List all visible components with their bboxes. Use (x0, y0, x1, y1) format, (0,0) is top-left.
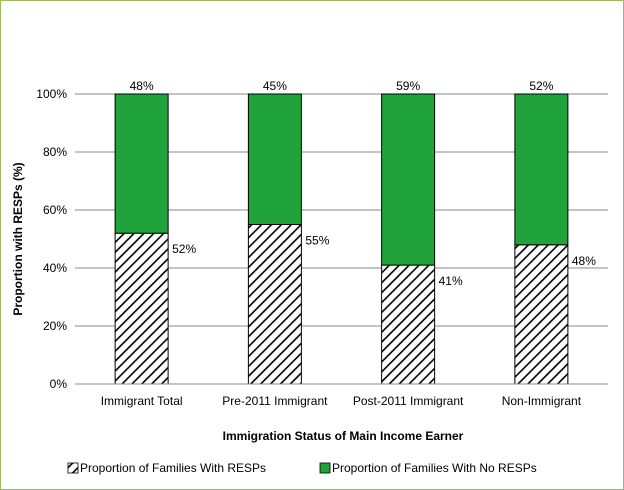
y-axis-title: Proportion with RESPs (%) (11, 162, 25, 315)
legend-item-no-resps: Proportion of Families With No RESPs (319, 461, 537, 475)
data-label-with-resps: 55% (305, 234, 329, 248)
bar-no-resps (514, 93, 569, 246)
y-tick-label: 80% (43, 145, 67, 159)
bars (114, 93, 569, 385)
y-axis-ticks: 0% 20% 40% 60% 80% 100% (36, 87, 67, 391)
x-tick-label: Post-2011 Immigrant (353, 394, 464, 408)
legend-label-with-resps: Proportion of Families With RESPs (80, 461, 266, 475)
y-tick-label: 0% (50, 377, 68, 391)
bar-no-resps (247, 93, 302, 225)
x-tick-label: Non-Immigrant (502, 394, 582, 408)
y-tick-label: 20% (43, 319, 67, 333)
bar-with-resps (514, 244, 569, 385)
x-tick-label: Pre-2011 Immigrant (222, 394, 328, 408)
x-tick-label: Immigrant Total (101, 394, 183, 408)
data-labels: 52% 48% 55% 45% 41% 59% 48% 52% (130, 79, 597, 288)
data-label-with-resps: 52% (172, 242, 196, 256)
y-tick-label: 60% (43, 203, 67, 217)
bar-with-resps (114, 232, 169, 385)
data-label-no-resps: 45% (263, 79, 287, 93)
bar-no-resps (381, 93, 436, 266)
legend: Proportion of Families With RESPs Propor… (67, 461, 537, 475)
data-label-no-resps: 48% (130, 79, 154, 93)
y-tick-label: 100% (36, 87, 67, 101)
bar-no-resps (114, 93, 169, 234)
legend-swatch-no-resps (319, 462, 331, 474)
data-label-with-resps: 48% (572, 254, 596, 268)
x-axis-title: Immigration Status of Main Income Earner (223, 429, 464, 443)
legend-label-no-resps: Proportion of Families With No RESPs (332, 461, 537, 475)
bar-with-resps (247, 224, 302, 385)
data-label-with-resps: 41% (439, 274, 463, 288)
legend-item-with-resps: Proportion of Families With RESPs (67, 461, 266, 475)
y-tick-label: 40% (43, 261, 67, 275)
bar-with-resps (381, 264, 436, 385)
legend-swatch-with-resps (67, 462, 79, 474)
x-axis-ticks: Immigrant Total Pre-2011 Immigrant Post-20… (101, 394, 582, 408)
data-label-no-resps: 59% (396, 79, 420, 93)
data-label-no-resps: 52% (529, 79, 553, 93)
